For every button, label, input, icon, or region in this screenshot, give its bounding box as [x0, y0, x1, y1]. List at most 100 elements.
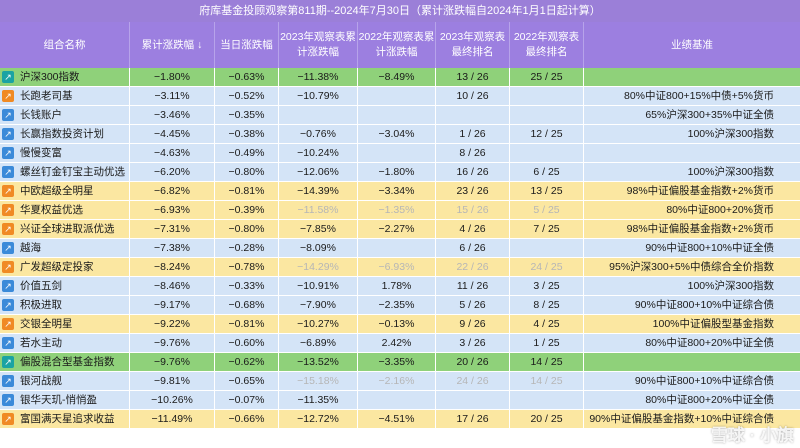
portfolio-name: 偏股混合型基金指数	[20, 356, 115, 368]
rank-2023-cell: 23 / 26	[436, 182, 510, 200]
daily-change-cell: −0.39%	[215, 201, 279, 219]
cumulative-change-cell: −7.31%	[130, 220, 215, 238]
benchmark-cell: 90%中证800+10%中证综合债	[634, 375, 774, 387]
table-row[interactable]: ↗ 中欧超级全明星 −6.82% −0.81% −14.39% −3.34% 23 / 26…	[0, 182, 800, 201]
portfolio-name: 长跑老司基	[20, 90, 73, 102]
header-2023-rank[interactable]: 2023年观察表最终排名	[436, 22, 510, 68]
daily-change-cell: −0.07%	[215, 391, 279, 409]
daily-change-cell: −0.78%	[215, 258, 279, 276]
table-row[interactable]: ↗ 价值五剑 −8.46% −0.33% −10.91% 1.78% 11 / 26 3 / …	[0, 277, 800, 296]
cumulative-2023-cell: −10.24%	[279, 144, 358, 162]
header-2023-cumulative[interactable]: 2023年观察表累计涨跌幅	[279, 22, 358, 68]
portfolio-name: 慢慢变富	[20, 147, 62, 159]
benchmark-cell: 100%沪深300指数	[687, 166, 774, 178]
portfolio-icon: ↗	[2, 223, 14, 235]
cumulative-2023-cell: −11.35%	[279, 391, 358, 409]
table-row[interactable]: ↗ 兴证全球进取派优选 −7.31% −0.80% −7.85% −2.27% 4 / 26…	[0, 220, 800, 239]
rank-2023-cell	[436, 391, 510, 409]
cumulative-change-cell: −3.11%	[130, 87, 215, 105]
cumulative-2023-cell: −8.09%	[279, 239, 358, 257]
table-row[interactable]: ↗ 长跑老司基 −3.11% −0.52% −10.79% 10 / 26 80%中证800…	[0, 87, 800, 106]
rank-2023-cell	[436, 106, 510, 124]
header-daily[interactable]: 当日涨跌幅	[215, 22, 279, 68]
portfolio-name: 沪深300指数	[20, 71, 80, 83]
table-row[interactable]: ↗ 交银全明星 −9.22% −0.81% −10.27% −0.13% 9 / 26 4 /…	[0, 315, 800, 334]
cumulative-2023-cell: −14.29%	[279, 258, 358, 276]
table-row[interactable]: ↗ 银华天玑-悄悄盈 −10.26% −0.07% −11.35% 80%中证800+20…	[0, 391, 800, 410]
benchmark-cell: 80%中证800+20%中证全债	[645, 394, 774, 406]
table-row[interactable]: ↗ 长钱账户 −3.46% −0.35% 65%沪深300+35%中证全债	[0, 106, 800, 125]
daily-change-cell: −0.68%	[215, 296, 279, 314]
rank-2022-cell: 4 / 25	[510, 315, 584, 333]
table-row[interactable]: ↗ 银河战舰 −9.81% −0.65% −15.18% −2.16% 24 / 26 14 …	[0, 372, 800, 391]
benchmark-cell: 80%中证800+15%中债+5%货币	[624, 90, 774, 102]
rank-2022-cell: 24 / 25	[510, 258, 584, 276]
cumulative-2023-cell	[279, 106, 358, 124]
cumulative-2022-cell	[358, 87, 436, 105]
cumulative-2023-cell: −12.72%	[279, 410, 358, 428]
portfolio-icon: ↗	[2, 318, 14, 330]
benchmark-cell: 100%中证偏股型基金指数	[652, 318, 774, 330]
portfolio-name: 广发超级定投家	[20, 261, 94, 273]
cumulative-2023-cell: −10.27%	[279, 315, 358, 333]
rank-2023-cell: 8 / 26	[436, 144, 510, 162]
cumulative-change-cell: −9.17%	[130, 296, 215, 314]
table-row[interactable]: ↗ 螺丝钉金钉宝主动优选 −6.20% −0.80% −12.06% −1.80% 16 /…	[0, 163, 800, 182]
rank-2022-cell: 1 / 25	[510, 334, 584, 352]
cumulative-change-cell: −10.26%	[130, 391, 215, 409]
table-row[interactable]: ↗ 华夏权益优选 −6.93% −0.39% −11.58% −1.35% 15 / 26 5…	[0, 201, 800, 220]
portfolio-icon: ↗	[2, 147, 14, 159]
rank-2022-cell: 3 / 25	[510, 277, 584, 295]
rank-2023-cell: 11 / 26	[436, 277, 510, 295]
cumulative-2023-cell: −13.52%	[279, 353, 358, 371]
cumulative-2022-cell: −6.93%	[358, 258, 436, 276]
cumulative-2022-cell	[358, 239, 436, 257]
portfolio-name-cell: ↗ 兴证全球进取派优选	[0, 220, 130, 238]
cumulative-2022-cell: −2.16%	[358, 372, 436, 390]
portfolio-name-cell: ↗ 慢慢变富	[0, 144, 130, 162]
cumulative-change-cell: −1.80%	[130, 68, 215, 86]
portfolio-name: 兴证全球进取派优选	[20, 223, 115, 235]
daily-change-cell: −0.80%	[215, 163, 279, 181]
portfolio-name: 螺丝钉金钉宝主动优选	[20, 166, 125, 178]
table-row[interactable]: ↗ 慢慢变富 −4.63% −0.49% −10.24% 8 / 26	[0, 144, 800, 163]
portfolio-name-cell: ↗ 长赢指数投资计划	[0, 125, 130, 143]
benchmark-cell	[584, 144, 800, 162]
benchmark-cell: 100%沪深300指数	[687, 280, 774, 292]
rank-2023-cell: 20 / 26	[436, 353, 510, 371]
benchmark-cell: 95%沪深300+5%中债综合全价指数	[609, 261, 774, 273]
portfolio-name-cell: ↗ 偏股混合型基金指数	[0, 353, 130, 371]
table-row[interactable]: ↗ 积极进取 −9.17% −0.68% −7.90% −2.35% 5 / 26 8 / 2…	[0, 296, 800, 315]
header-2022-cumulative[interactable]: 2022年观察表累计涨跌幅	[358, 22, 436, 68]
portfolio-icon: ↗	[2, 375, 14, 387]
cumulative-2023-cell: −15.18%	[279, 372, 358, 390]
portfolio-name-cell: ↗ 价值五剑	[0, 277, 130, 295]
header-2022-rank[interactable]: 2022年观察表最终排名	[510, 22, 584, 68]
rank-2022-cell: 14 / 25	[510, 372, 584, 390]
cumulative-2022-cell: −3.04%	[358, 125, 436, 143]
header-name[interactable]: 组合名称	[0, 22, 130, 68]
rank-2023-cell: 13 / 26	[436, 68, 510, 86]
daily-change-cell: −0.66%	[215, 410, 279, 428]
portfolio-name-cell: ↗ 银华天玑-悄悄盈	[0, 391, 130, 409]
portfolio-name-cell: ↗ 沪深300指数	[0, 68, 130, 86]
cumulative-2022-cell	[358, 391, 436, 409]
table-row[interactable]: ↗ 富国满天星追求收益 −11.49% −0.66% −12.72% −4.51% 17 /…	[0, 410, 800, 429]
cumulative-2022-cell: −2.27%	[358, 220, 436, 238]
cumulative-2022-cell: −3.34%	[358, 182, 436, 200]
cumulative-2022-cell: 2.42%	[358, 334, 436, 352]
table-row[interactable]: ↗ 广发超级定投家 −8.24% −0.78% −14.29% −6.93% 22 / 26…	[0, 258, 800, 277]
header-benchmark[interactable]: 业绩基准	[671, 38, 713, 51]
cumulative-2023-cell: −7.85%	[279, 220, 358, 238]
table-row[interactable]: ↗ 越海 −7.38% −0.28% −8.09% 6 / 26 90%中证800+10%中…	[0, 239, 800, 258]
rank-2022-cell: 5 / 25	[510, 201, 584, 219]
benchmark-cell: 90%中证800+10%中证综合债	[634, 299, 774, 311]
rank-2022-cell: 8 / 25	[510, 296, 584, 314]
rank-2023-cell: 3 / 26	[436, 334, 510, 352]
table-row[interactable]: ↗ 沪深300指数 −1.80% −0.63% −11.38% −8.49% 13 / 26…	[0, 68, 800, 87]
header-cumulative-sorted[interactable]: 累计涨跌幅 ↓	[130, 22, 215, 68]
table-row[interactable]: ↗ 偏股混合型基金指数 −9.76% −0.62% −13.52% −3.35% 20 / …	[0, 353, 800, 372]
table-row[interactable]: ↗ 若水主动 −9.76% −0.60% −6.89% 2.42% 3 / 26 1 / 25…	[0, 334, 800, 353]
cumulative-change-cell: −9.22%	[130, 315, 215, 333]
table-row[interactable]: ↗ 长赢指数投资计划 −4.45% −0.38% −0.76% −3.04% 1 / 26 1…	[0, 125, 800, 144]
